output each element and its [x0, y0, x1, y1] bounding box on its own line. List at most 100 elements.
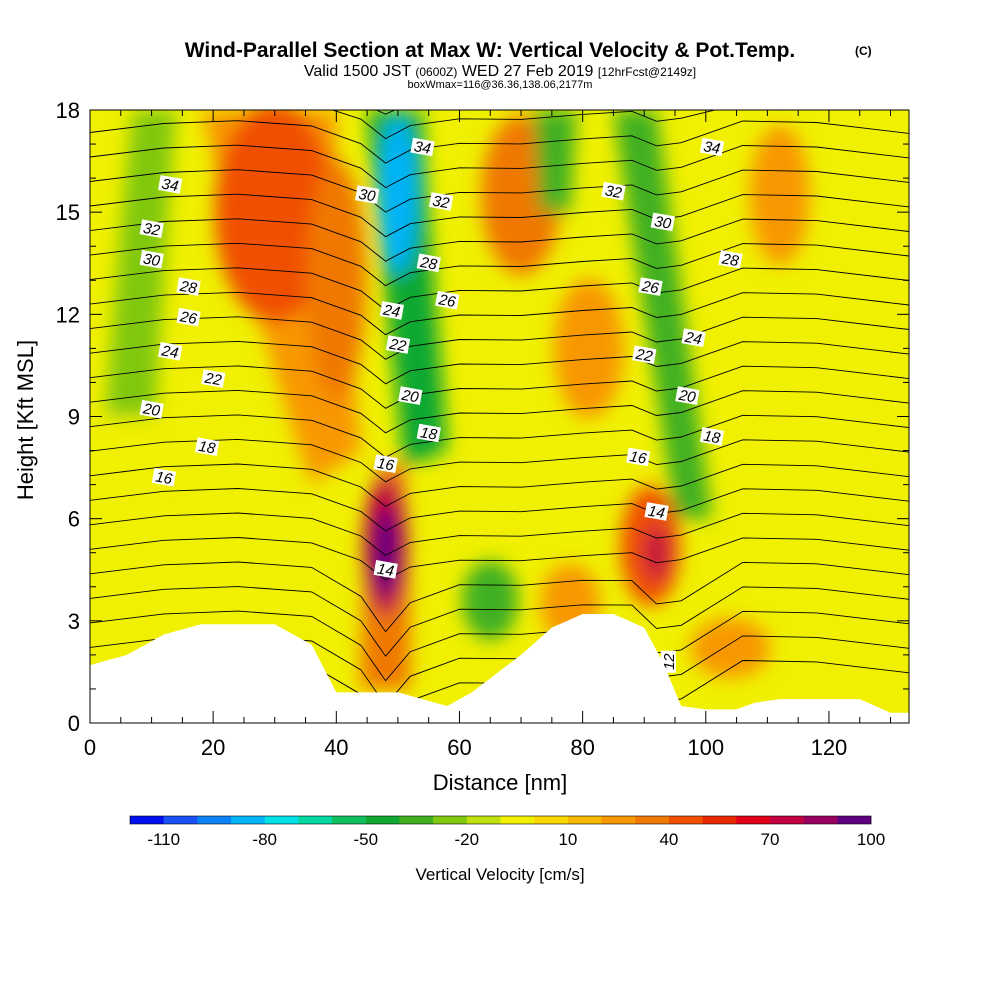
- theta-contour: [90, 291, 909, 336]
- colorbar-swatch: [567, 816, 602, 824]
- theta-contour-label: 34: [158, 175, 183, 196]
- theta-contour-label: 28: [416, 253, 441, 274]
- theta-contour-label: 30: [139, 250, 164, 270]
- x-tick-label: 60: [447, 735, 471, 760]
- svg-text:16: 16: [628, 448, 648, 468]
- subtitle-forecast: [12hrFcst@2149z]: [598, 65, 696, 79]
- svg-text:28: 28: [720, 250, 741, 270]
- x-tick-label: 120: [811, 735, 848, 760]
- colorbar-swatch: [163, 816, 198, 824]
- colorbar-tick-label: 70: [761, 830, 780, 849]
- y-tick-label: 0: [68, 711, 80, 736]
- updraft-core-upper-west: [214, 110, 335, 323]
- colorbar-swatch: [264, 816, 299, 824]
- theta-contour-label: 20: [398, 386, 423, 407]
- theta-contour-label: 28: [718, 250, 743, 270]
- svg-text:34: 34: [160, 176, 179, 196]
- y-axis: 0 3 6 9 12 15 18: [56, 98, 909, 736]
- svg-text:28: 28: [418, 254, 439, 274]
- weak-sink-west: [90, 416, 189, 519]
- y-tick-label: 3: [68, 609, 80, 634]
- subtitle-valid: Valid 1500 JST: [304, 63, 412, 80]
- theta-contour-label: 16: [626, 447, 651, 468]
- theta-contour: [90, 242, 909, 287]
- theta-contour-label: 16: [151, 468, 177, 488]
- theta-contour-label: 26: [638, 277, 663, 298]
- theta-contour: [90, 169, 909, 213]
- theta-contour-label: 24: [681, 328, 706, 349]
- theta-contour: [90, 512, 909, 556]
- x-axis-label: Distance [nm]: [433, 770, 568, 795]
- colorbar-tick-label: -50: [354, 830, 379, 849]
- colorbar-swatch: [365, 816, 400, 824]
- y-tick-label: 9: [68, 405, 80, 430]
- y-tick-label: 12: [56, 302, 80, 327]
- colorbar-swatch: [601, 816, 636, 824]
- subtitle-date: WED 27 Feb 2019: [462, 63, 594, 80]
- chart-subtitle: Valid 1500 JST (0600Z) WED 27 Feb 2019 […: [304, 63, 696, 80]
- x-tick-label: 20: [201, 735, 225, 760]
- colorbar-tick-label: -80: [252, 830, 277, 849]
- colorbar: -110 -80 -50 -20 10 40 70 100: [129, 815, 885, 849]
- theta-contour: [90, 340, 909, 385]
- theta-contour-label: 12: [660, 650, 678, 673]
- colorbar-swatch: [668, 816, 703, 824]
- svg-text:32: 32: [604, 182, 624, 202]
- theta-contour: [90, 488, 909, 532]
- svg-text:32: 32: [142, 220, 162, 240]
- colorbar-tick-label: 40: [659, 830, 678, 849]
- theta-contour: [90, 120, 909, 164]
- svg-text:26: 26: [640, 278, 661, 298]
- colorbar-tick-label: 100: [857, 830, 885, 849]
- svg-text:18: 18: [702, 428, 722, 448]
- svg-text:18: 18: [419, 424, 439, 444]
- svg-text:26: 26: [178, 308, 199, 328]
- colorbar-swatch: [399, 816, 434, 824]
- updraft-core-upper-mid: [306, 160, 367, 401]
- theta-contour: [90, 561, 909, 633]
- theta-contour-label: 24: [158, 342, 183, 362]
- colorbar-swatch: [736, 816, 771, 824]
- svg-text:16: 16: [154, 468, 174, 488]
- y-tick-label: 18: [56, 98, 80, 123]
- svg-text:30: 30: [653, 213, 673, 233]
- svg-text:14: 14: [647, 503, 666, 523]
- svg-text:24: 24: [159, 342, 179, 362]
- theta-contour-label: 26: [435, 290, 460, 311]
- svg-text:26: 26: [436, 291, 457, 311]
- theta-contour-label: 22: [632, 345, 657, 366]
- colorbar-swatch: [635, 816, 670, 824]
- theta-contour: [90, 586, 909, 657]
- svg-text:22: 22: [387, 335, 408, 355]
- downdraft-band-upper-center: [533, 110, 577, 213]
- updraft-core-mid-east: [553, 278, 624, 419]
- svg-text:30: 30: [142, 250, 162, 270]
- theta-contour-label: 32: [139, 219, 164, 240]
- x-tick-label: 0: [84, 735, 96, 760]
- colorbar-swatch: [769, 816, 804, 824]
- y-tick-label: 6: [68, 507, 80, 532]
- subtitle-utc: (0600Z): [415, 65, 457, 79]
- updraft-core-main: [373, 507, 398, 598]
- theta-contour: [90, 316, 909, 360]
- updraft-core-low-far-east: [690, 618, 771, 679]
- theta-contour: [90, 267, 909, 311]
- colorbar-swatch: [433, 816, 468, 824]
- theta-contour-label: 14: [373, 560, 398, 580]
- colorbar-swatch: [332, 816, 367, 824]
- theta-contour: [90, 389, 909, 434]
- chart-subtitle-2: boxWmax=116@36.36,138.06,2177m: [408, 79, 593, 91]
- theta-contour: [90, 537, 909, 581]
- colorbar-swatch: [837, 816, 872, 824]
- svg-text:14: 14: [376, 560, 395, 580]
- updraft-core-east: [644, 524, 669, 581]
- potential-temperature-contours: [90, 110, 909, 717]
- theta-contour-label: 26: [176, 307, 201, 328]
- svg-text:12: 12: [661, 653, 678, 670]
- theta-contour-label: 24: [379, 301, 404, 321]
- theta-contour-label: 18: [194, 437, 220, 458]
- theta-contour-label: 22: [385, 335, 411, 355]
- x-tick-label: 100: [687, 735, 724, 760]
- svg-text:22: 22: [633, 346, 654, 366]
